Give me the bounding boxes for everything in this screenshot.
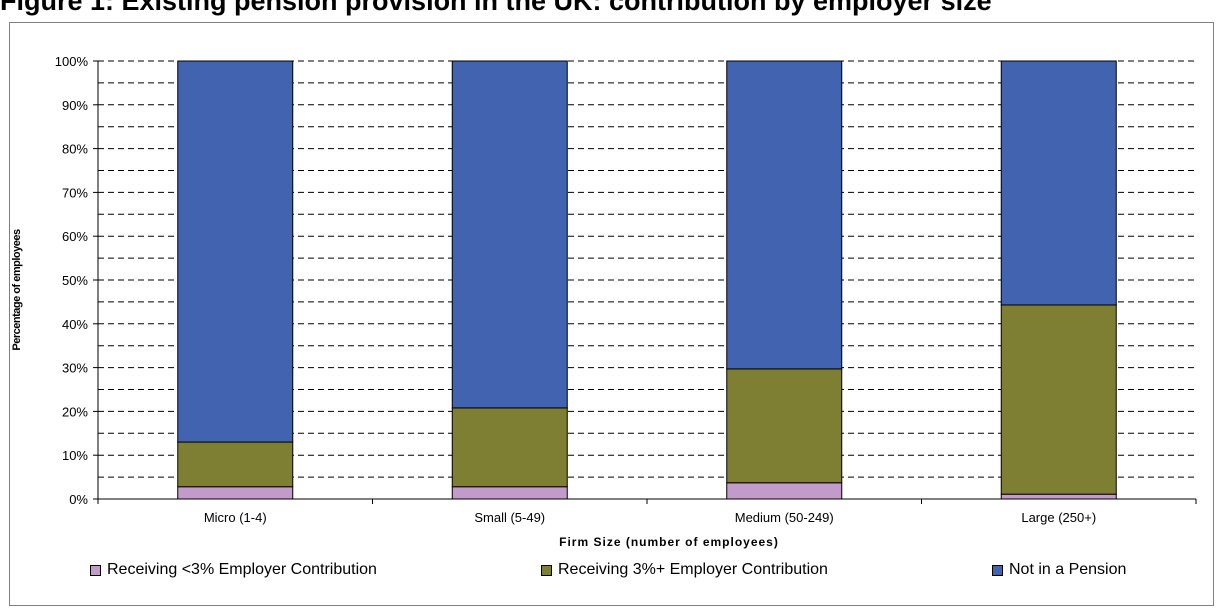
bar-segment-2-1 [177, 441, 294, 488]
bars [177, 60, 1117, 500]
chart-title-strip: Figure 1: Existing pension provision in … [0, 0, 1225, 22]
x-tick-label: Large (250+) [1021, 510, 1096, 525]
x-tick-label: Micro (1-4) [204, 510, 267, 525]
legend-item-high-contribution: Receiving 3%+ Employer Contribution [541, 560, 828, 580]
y-tick-label: 90% [62, 98, 88, 113]
bar-segment-3-4 [1000, 60, 1117, 306]
bar-segment-3-3 [726, 60, 843, 370]
legend-swatch-low-contribution [90, 564, 101, 576]
legend-label-high-contribution: Receiving 3%+ Employer Contribution [558, 561, 828, 578]
y-tick-label: 40% [62, 317, 88, 332]
y-tick-label: 30% [62, 361, 88, 376]
y-tick-label: 0% [69, 492, 88, 507]
bar-segment-1-2 [451, 486, 568, 500]
x-axis-title: Firm Size (number of employees) [559, 535, 779, 549]
chart-frame [9, 22, 1214, 606]
y-axis-title: Percentage of employees [11, 229, 23, 351]
chart-title: Figure 1: Existing pension provision in … [0, 0, 992, 16]
y-tick-label: 20% [62, 404, 88, 419]
axes: Micro (1-4) Small (5-49) Medium (50-249) La… [55, 54, 1197, 525]
legend-label-not-in-pension: Not in a Pension [1009, 561, 1127, 578]
legend-label-low-contribution: Receiving <3% Employer Contribution [107, 561, 377, 578]
legend-swatch-high-contribution [541, 564, 552, 576]
bar-segment-1-1 [177, 486, 294, 500]
y-tick-label: 10% [62, 448, 88, 463]
y-tick-label: 50% [62, 273, 88, 288]
legend-item-low-contribution: Receiving <3% Employer Contribution [90, 560, 377, 580]
x-tick-label: Small (5-49) [474, 510, 545, 525]
bar-segment-2-4 [1000, 304, 1117, 495]
legend-item-not-in-pension: Not in a Pension [992, 560, 1126, 580]
bar-segment-2-2 [451, 407, 568, 488]
x-tick-label: Medium (50-249) [735, 510, 834, 525]
legend-swatch-not-in-pension [992, 564, 1003, 576]
bar-segment-2-3 [726, 368, 843, 484]
bar-segment-3-2 [451, 60, 568, 409]
y-tick-label: 70% [62, 185, 88, 200]
bar-segment-3-1 [177, 60, 294, 443]
y-tick-label: 100% [55, 54, 89, 69]
bar-segment-1-4 [1000, 493, 1117, 500]
y-tick-label: 60% [62, 229, 88, 244]
y-tick-label: 80% [62, 142, 88, 157]
bar-segment-1-3 [726, 482, 843, 500]
